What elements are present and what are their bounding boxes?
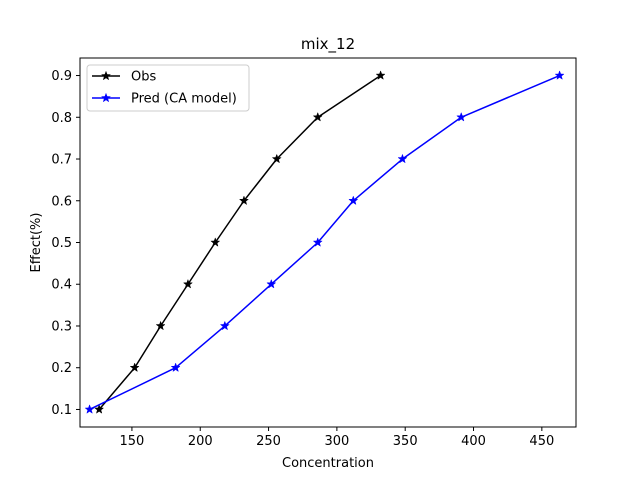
legend-label: Obs <box>131 70 156 85</box>
x-tick-label: 250 <box>256 434 281 449</box>
y-tick-label: 0.4 <box>51 278 72 293</box>
y-tick-label: 0.1 <box>51 403 72 418</box>
data-point-star <box>554 70 565 80</box>
data-point-star <box>219 320 230 331</box>
data-point-star <box>312 111 323 122</box>
legend-box <box>86 64 250 112</box>
y-axis: 0.1 0.2 0.3 0.4 0.5 0.6 0.7 0.8 0.9 <box>51 69 80 418</box>
data-point-star <box>94 404 105 414</box>
data-point-star <box>348 195 359 206</box>
x-tick-label: 350 <box>393 434 418 449</box>
x-tick-label: 200 <box>188 434 213 449</box>
x-tick-label: 300 <box>324 434 349 449</box>
y-tick-label: 0.5 <box>51 236 72 251</box>
series-2 <box>84 70 565 414</box>
data-point-star <box>312 237 323 247</box>
x-tick-label: 450 <box>529 434 554 449</box>
data-point-star <box>182 278 194 289</box>
data-point-star <box>210 237 221 247</box>
data-point-star <box>155 320 166 331</box>
series-layer <box>84 70 565 414</box>
legend: Obs Pred (CA model) <box>86 64 250 112</box>
data-point-star <box>271 153 282 164</box>
legend-label: Pred (CA model) <box>131 92 237 107</box>
chart-title: mix_12 <box>301 35 355 54</box>
data-point-star <box>84 404 95 414</box>
y-axis-title: Effect(%) <box>29 213 44 273</box>
y-tick-label: 0.3 <box>51 319 72 334</box>
x-axis-title: Concentration <box>282 456 374 471</box>
data-point-star <box>129 362 140 373</box>
x-axis: 150 200 250 300 350 400 450 <box>120 427 554 449</box>
data-point-star <box>266 278 277 289</box>
y-tick-label: 0.2 <box>51 361 72 376</box>
y-tick-label: 0.9 <box>51 69 72 84</box>
data-point-star <box>170 362 181 373</box>
series-1 <box>94 70 386 414</box>
data-point-star <box>375 70 386 80</box>
data-point-star <box>238 195 250 206</box>
x-tick-label: 400 <box>461 434 486 449</box>
x-tick-label: 150 <box>120 434 145 449</box>
legend-marker-star <box>100 70 112 81</box>
legend-marker-star <box>100 92 112 103</box>
data-point-star <box>397 153 408 164</box>
y-tick-label: 0.7 <box>51 153 72 168</box>
y-tick-label: 0.8 <box>51 111 72 126</box>
y-tick-label: 0.6 <box>51 194 72 209</box>
data-point-star <box>456 111 467 122</box>
